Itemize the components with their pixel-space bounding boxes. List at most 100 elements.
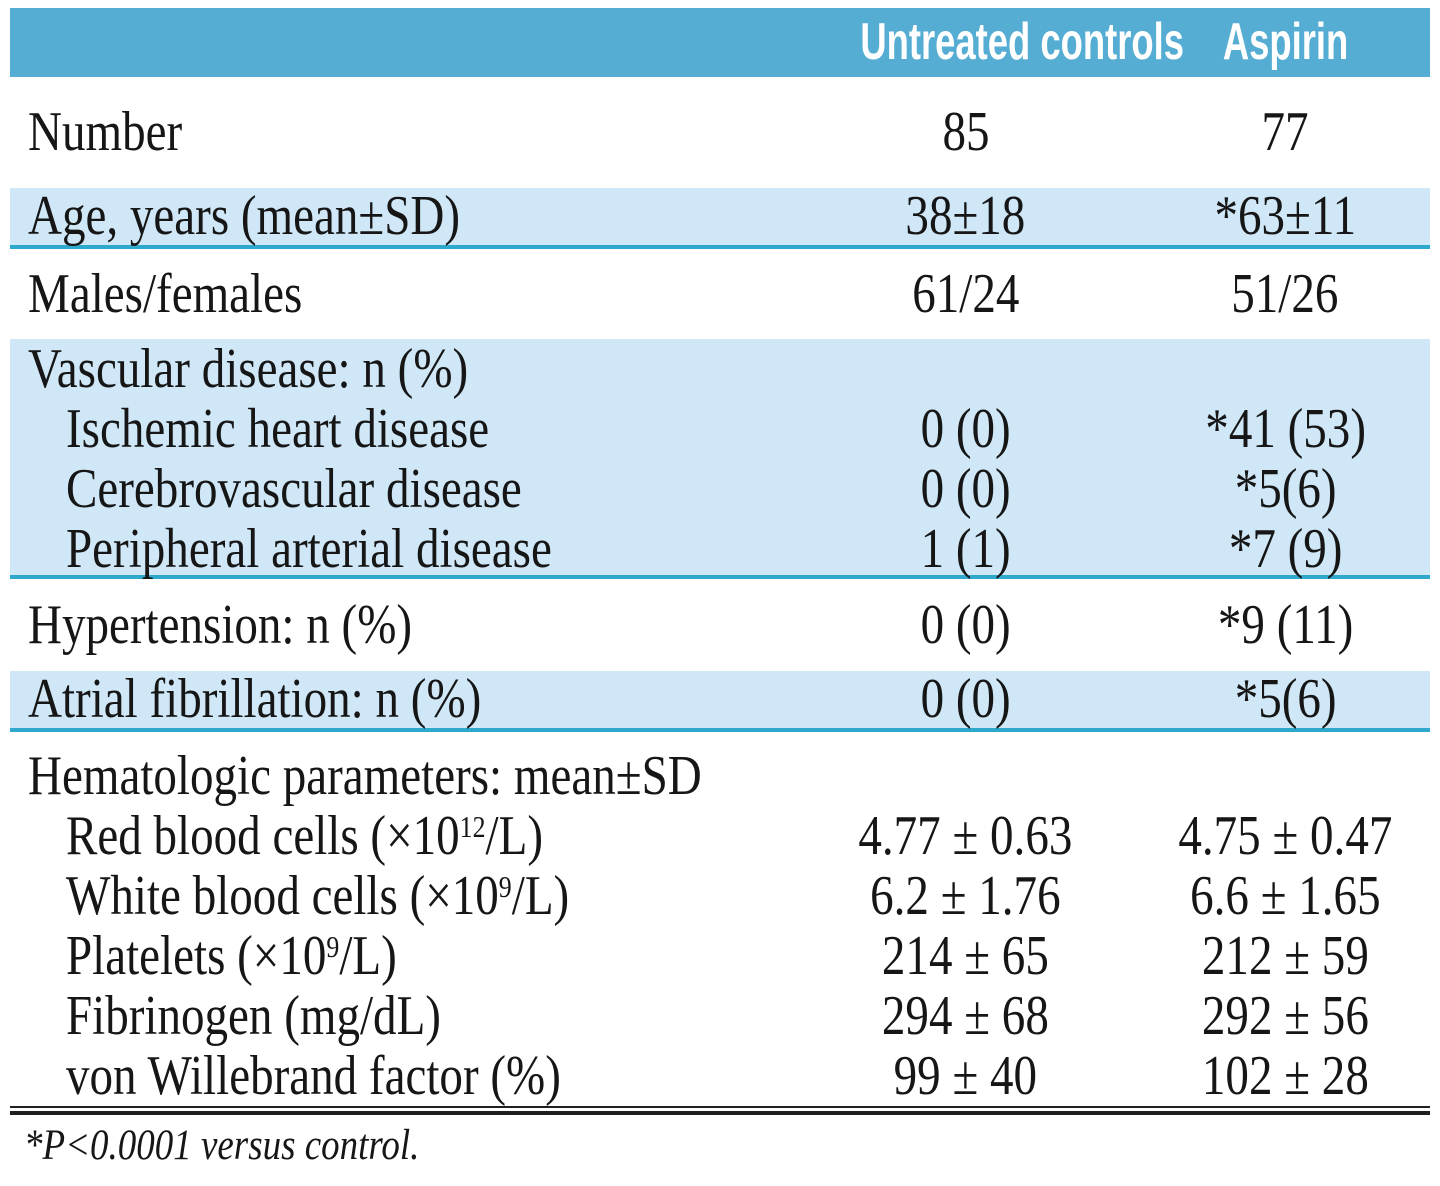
row-wbc-untreated-cell: 6.2 ± 1.76 (791, 864, 1140, 927)
untreated-value: 38±18 (905, 185, 1026, 248)
row-number-aspirin-cell: 77 (1140, 103, 1430, 162)
row-ischemic-untreated-cell: 0 (0) (791, 397, 1140, 460)
row-males-females-label-cell: Males/females (10, 264, 791, 324)
group-label: Vascular disease: n (%) (28, 337, 469, 400)
label-pre: Platelets (×10 (66, 924, 327, 987)
row-vwf-untreated-cell: 99 ± 40 (791, 1044, 1140, 1107)
row-fibrinogen: Fibrinogen (mg/dL) 294 ± 68 292 ± 56 (10, 986, 1430, 1046)
aspirin-value: 292 ± 56 (1201, 984, 1369, 1047)
row-von-willebrand: von Willebrand factor (%) 99 ± 40 102 ± … (10, 1046, 1430, 1106)
row-vascular-group: Vascular disease: n (%) (10, 339, 1430, 399)
column-header-aspirin-label: Aspirin (1222, 13, 1348, 72)
row-rbc-aspirin-cell: 4.75 ± 0.47 (1140, 804, 1430, 867)
row-label: Atrial fibrillation: n (%) (28, 668, 482, 731)
label-superscript: 12 (459, 809, 486, 844)
row-label: Hypertension: n (%) (28, 593, 413, 656)
table-bottom-rule (10, 1106, 1430, 1115)
row-white-blood-cells: White blood cells (×109/L) 6.2 ± 1.76 6.… (10, 866, 1430, 926)
aspirin-value: *41 (53) (1204, 397, 1366, 460)
row-peripheral-aspirin-cell: *7 (9) (1140, 517, 1430, 580)
label-superscript: 9 (326, 929, 340, 964)
row-age-untreated-cell: 38±18 (791, 187, 1140, 246)
untreated-value: 0 (0) (920, 457, 1011, 520)
untreated-value: 0 (0) (920, 593, 1011, 656)
aspirin-value: *5(6) (1234, 457, 1337, 520)
table-header-row: Untreated controls Aspirin (10, 8, 1430, 77)
row-label: Red blood cells (×1012/L) (66, 804, 543, 867)
row-age-aspirin-cell: *63±11 (1140, 187, 1430, 246)
row-atrial-untreated-cell: 0 (0) (791, 670, 1140, 729)
row-ischemic-aspirin-cell: *41 (53) (1140, 397, 1430, 460)
aspirin-value: *63±11 (1214, 185, 1356, 248)
footnote: *P<0.0001 versus control. (10, 1115, 1430, 1168)
row-peripheral-label-cell: Peripheral arterial disease (10, 517, 791, 580)
row-hypertension-untreated-cell: 0 (0) (791, 593, 1140, 656)
row-number-label-cell: Number (10, 103, 791, 162)
patient-characteristics-table: Untreated controls Aspirin Number 85 77 … (10, 8, 1430, 1168)
row-label: White blood cells (×109/L) (66, 864, 570, 927)
row-fibrinogen-untreated-cell: 294 ± 68 (791, 984, 1140, 1047)
row-platelets-label-cell: Platelets (×109/L) (10, 924, 791, 987)
row-cerebrovascular-untreated-cell: 0 (0) (791, 457, 1140, 520)
row-males-females-untreated-cell: 61/24 (791, 264, 1140, 324)
label-pre: White blood cells (×10 (66, 864, 499, 927)
row-ischemic-label-cell: Ischemic heart disease (10, 397, 791, 460)
row-platelets: Platelets (×109/L) 214 ± 65 212 ± 59 (10, 926, 1430, 986)
untreated-value: 294 ± 68 (882, 984, 1050, 1047)
row-label: Age, years (mean±SD) (28, 185, 461, 248)
column-header-untreated-controls: Untreated controls (791, 15, 1184, 70)
row-peripheral-arterial-disease: Peripheral arterial disease 1 (1) *7 (9) (10, 519, 1430, 579)
row-ischemic-heart-disease: Ischemic heart disease 0 (0) *41 (53) (10, 399, 1430, 459)
aspirin-value: *7 (9) (1228, 517, 1342, 580)
untreated-value: 1 (1) (920, 517, 1011, 580)
label-post: /L) (339, 924, 397, 987)
row-platelets-aspirin-cell: 212 ± 59 (1140, 926, 1430, 986)
aspirin-value: *5(6) (1234, 668, 1337, 731)
row-wbc-label-cell: White blood cells (×109/L) (10, 864, 791, 927)
row-number: Number 85 77 (10, 77, 1430, 188)
label-post: /L) (511, 864, 570, 927)
vascular-group-label-cell: Vascular disease: n (%) (10, 337, 791, 400)
untreated-value: 214 ± 65 (882, 924, 1050, 987)
row-atrial-aspirin-cell: *5(6) (1140, 670, 1430, 729)
row-red-blood-cells: Red blood cells (×1012/L) 4.77 ± 0.63 4.… (10, 806, 1430, 866)
row-number-untreated-cell: 85 (791, 103, 1140, 162)
row-label: Ischemic heart disease (66, 397, 490, 460)
row-atrial-fibrillation: Atrial fibrillation: n (%) 0 (0) *5(6) (10, 670, 1430, 732)
untreated-value: 4.77 ± 0.63 (858, 804, 1073, 867)
untreated-value: 6.2 ± 1.76 (870, 864, 1061, 927)
aspirin-value: *9 (11) (1217, 593, 1353, 656)
group-label: Hematologic parameters: mean±SD (28, 744, 702, 807)
row-hypertension-label-cell: Hypertension: n (%) (10, 593, 791, 656)
hematologic-group-label-cell: Hematologic parameters: mean±SD (10, 744, 791, 807)
aspirin-value: 6.6 ± 1.65 (1189, 864, 1381, 927)
row-hypertension: Hypertension: n (%) 0 (0) *9 (11) (10, 579, 1430, 671)
row-label: Cerebrovascular disease (66, 457, 522, 520)
row-males-females-aspirin-cell: 51/26 (1140, 264, 1430, 324)
label-post: /L) (485, 804, 543, 867)
row-cerebrovascular-aspirin-cell: *5(6) (1140, 457, 1430, 520)
footnote-text: *P<0.0001 versus control. (24, 1122, 420, 1169)
row-atrial-label-cell: Atrial fibrillation: n (%) (10, 670, 791, 729)
column-header-untreated-label: Untreated controls (860, 13, 1184, 72)
row-age-label-cell: Age, years (mean±SD) (10, 187, 791, 246)
untreated-value: 99 ± 40 (893, 1044, 1038, 1107)
row-wbc-aspirin-cell: 6.6 ± 1.65 (1140, 864, 1430, 927)
row-age: Age, years (mean±SD) 38±18 *63±11 (10, 187, 1430, 249)
row-label: von Willebrand factor (%) (66, 1044, 561, 1107)
section-vascular-disease: Vascular disease: n (%) Ischemic heart d… (10, 339, 1430, 579)
untreated-value: 0 (0) (920, 397, 1011, 460)
untreated-value: 85 (942, 101, 990, 164)
untreated-value: 0 (0) (920, 668, 1011, 731)
row-peripheral-untreated-cell: 1 (1) (791, 517, 1140, 580)
row-rbc-untreated-cell: 4.77 ± 0.63 (791, 804, 1140, 867)
row-cerebrovascular-label-cell: Cerebrovascular disease (10, 457, 791, 520)
aspirin-value: 4.75 ± 0.47 (1178, 804, 1393, 867)
row-label: Peripheral arterial disease (66, 517, 552, 580)
row-label: Number (28, 101, 183, 164)
row-vwf-label-cell: von Willebrand factor (%) (10, 1044, 791, 1107)
row-rbc-label-cell: Red blood cells (×1012/L) (10, 804, 791, 867)
row-cerebrovascular-disease: Cerebrovascular disease 0 (0) *5(6) (10, 459, 1430, 519)
row-fibrinogen-aspirin-cell: 292 ± 56 (1140, 984, 1430, 1047)
row-vwf-aspirin-cell: 102 ± 28 (1140, 1046, 1430, 1106)
